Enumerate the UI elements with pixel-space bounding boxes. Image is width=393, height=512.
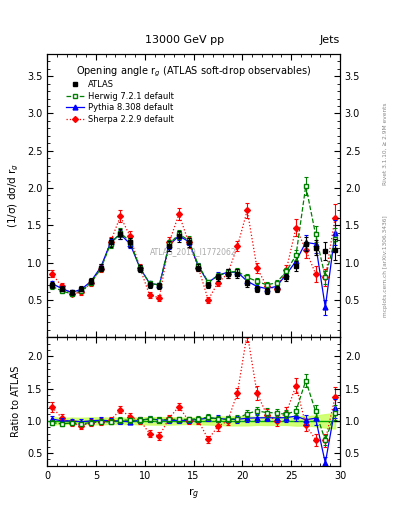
- X-axis label: r$_g$: r$_g$: [188, 486, 199, 502]
- Text: mcplots.cern.ch [arXiv:1306.3436]: mcplots.cern.ch [arXiv:1306.3436]: [383, 216, 387, 317]
- Y-axis label: Ratio to ATLAS: Ratio to ATLAS: [11, 366, 21, 437]
- Text: Rivet 3.1.10, ≥ 2.9M events: Rivet 3.1.10, ≥ 2.9M events: [383, 102, 387, 185]
- Text: ATLAS_2019_I1772062: ATLAS_2019_I1772062: [150, 248, 237, 257]
- Text: 13000 GeV pp: 13000 GeV pp: [145, 35, 224, 45]
- Text: Opening angle r$_g$ (ATLAS soft-drop observables): Opening angle r$_g$ (ATLAS soft-drop obs…: [76, 65, 311, 79]
- Text: Jets: Jets: [320, 35, 340, 45]
- Y-axis label: (1/σ) dσ/d r$_g$: (1/σ) dσ/d r$_g$: [7, 163, 21, 228]
- Legend: ATLAS, Herwig 7.2.1 default, Pythia 8.308 default, Sherpa 2.2.9 default: ATLAS, Herwig 7.2.1 default, Pythia 8.30…: [63, 78, 176, 126]
